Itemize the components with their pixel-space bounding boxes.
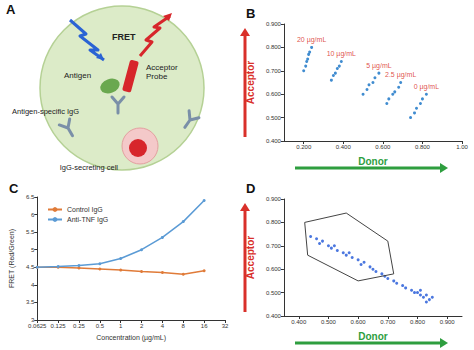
svg-text:AcceptorProbe: AcceptorProbe bbox=[146, 63, 178, 81]
svg-text:0.600: 0.600 bbox=[351, 319, 367, 325]
svg-text:0.500: 0.500 bbox=[321, 319, 337, 325]
svg-text:6.5: 6.5 bbox=[26, 194, 35, 200]
svg-text:32: 32 bbox=[222, 323, 229, 329]
svg-text:1: 1 bbox=[119, 323, 123, 329]
svg-text:IgG-secreting cell: IgG-secreting cell bbox=[60, 163, 119, 172]
svg-text:0 µg/mL: 0 µg/mL bbox=[414, 83, 440, 91]
svg-text:0.900: 0.900 bbox=[266, 196, 282, 202]
svg-text:0.900: 0.900 bbox=[440, 319, 456, 325]
svg-text:Acceptor: Acceptor bbox=[245, 236, 256, 279]
svg-text:0.5: 0.5 bbox=[96, 323, 105, 329]
svg-text:0.700: 0.700 bbox=[266, 243, 282, 249]
svg-text:D: D bbox=[246, 181, 255, 196]
svg-text:0.25: 0.25 bbox=[73, 323, 85, 329]
svg-text:5 µg/mL: 5 µg/mL bbox=[366, 62, 392, 70]
svg-text:4: 4 bbox=[31, 282, 35, 288]
svg-text:0.800: 0.800 bbox=[415, 144, 431, 150]
svg-text:C: C bbox=[9, 181, 19, 196]
svg-text:Antigen: Antigen bbox=[64, 71, 91, 80]
svg-text:2: 2 bbox=[140, 323, 144, 329]
svg-text:0.400: 0.400 bbox=[336, 144, 352, 150]
svg-text:5: 5 bbox=[31, 247, 35, 253]
svg-text:B: B bbox=[246, 6, 255, 21]
svg-text:0.400: 0.400 bbox=[291, 319, 307, 325]
svg-text:FRET (Red/Green): FRET (Red/Green) bbox=[8, 229, 16, 288]
svg-text:6: 6 bbox=[31, 212, 35, 218]
svg-text:0.800: 0.800 bbox=[266, 219, 282, 225]
svg-text:FRET: FRET bbox=[112, 32, 136, 42]
svg-text:0.600: 0.600 bbox=[375, 144, 391, 150]
svg-text:Donor: Donor bbox=[358, 156, 388, 167]
svg-text:4.5: 4.5 bbox=[26, 264, 35, 270]
svg-text:8: 8 bbox=[182, 323, 186, 329]
svg-text:0.700: 0.700 bbox=[380, 319, 396, 325]
svg-text:0.700: 0.700 bbox=[266, 68, 282, 74]
svg-text:3: 3 bbox=[30, 317, 35, 323]
svg-text:0.0625: 0.0625 bbox=[28, 323, 47, 329]
svg-text:0.500: 0.500 bbox=[266, 290, 282, 296]
svg-text:0.400: 0.400 bbox=[266, 138, 282, 144]
svg-text:0.800: 0.800 bbox=[410, 319, 426, 325]
svg-text:2.5 µg/mL: 2.5 µg/mL bbox=[385, 71, 416, 79]
svg-text:16: 16 bbox=[201, 323, 208, 329]
svg-text:0.800: 0.800 bbox=[266, 44, 282, 50]
svg-text:Concentration (µg/mL): Concentration (µg/mL) bbox=[96, 334, 166, 342]
svg-text:Control IgG: Control IgG bbox=[67, 206, 103, 214]
svg-text:0.600: 0.600 bbox=[266, 91, 282, 97]
svg-text:0.125: 0.125 bbox=[51, 323, 67, 329]
svg-text:Acceptor: Acceptor bbox=[245, 61, 256, 104]
svg-text:0.600: 0.600 bbox=[266, 266, 282, 272]
svg-text:3.5: 3.5 bbox=[26, 299, 35, 305]
svg-text:Donor: Donor bbox=[358, 331, 388, 342]
svg-text:4: 4 bbox=[161, 323, 165, 329]
svg-text:1.00: 1.00 bbox=[456, 144, 468, 150]
svg-text:20 µg/mL: 20 µg/mL bbox=[297, 36, 326, 44]
svg-text:Antigen-specific IgG: Antigen-specific IgG bbox=[12, 107, 79, 116]
svg-text:0.500: 0.500 bbox=[266, 115, 282, 121]
svg-text:A: A bbox=[6, 2, 16, 17]
svg-text:Anti-TNF IgG: Anti-TNF IgG bbox=[67, 216, 108, 224]
svg-text:10 µg/mL: 10 µg/mL bbox=[327, 50, 356, 58]
svg-text:0.400: 0.400 bbox=[266, 313, 282, 319]
svg-text:5.5: 5.5 bbox=[26, 229, 35, 235]
svg-text:0.900: 0.900 bbox=[266, 21, 282, 27]
svg-text:0.200: 0.200 bbox=[296, 144, 312, 150]
